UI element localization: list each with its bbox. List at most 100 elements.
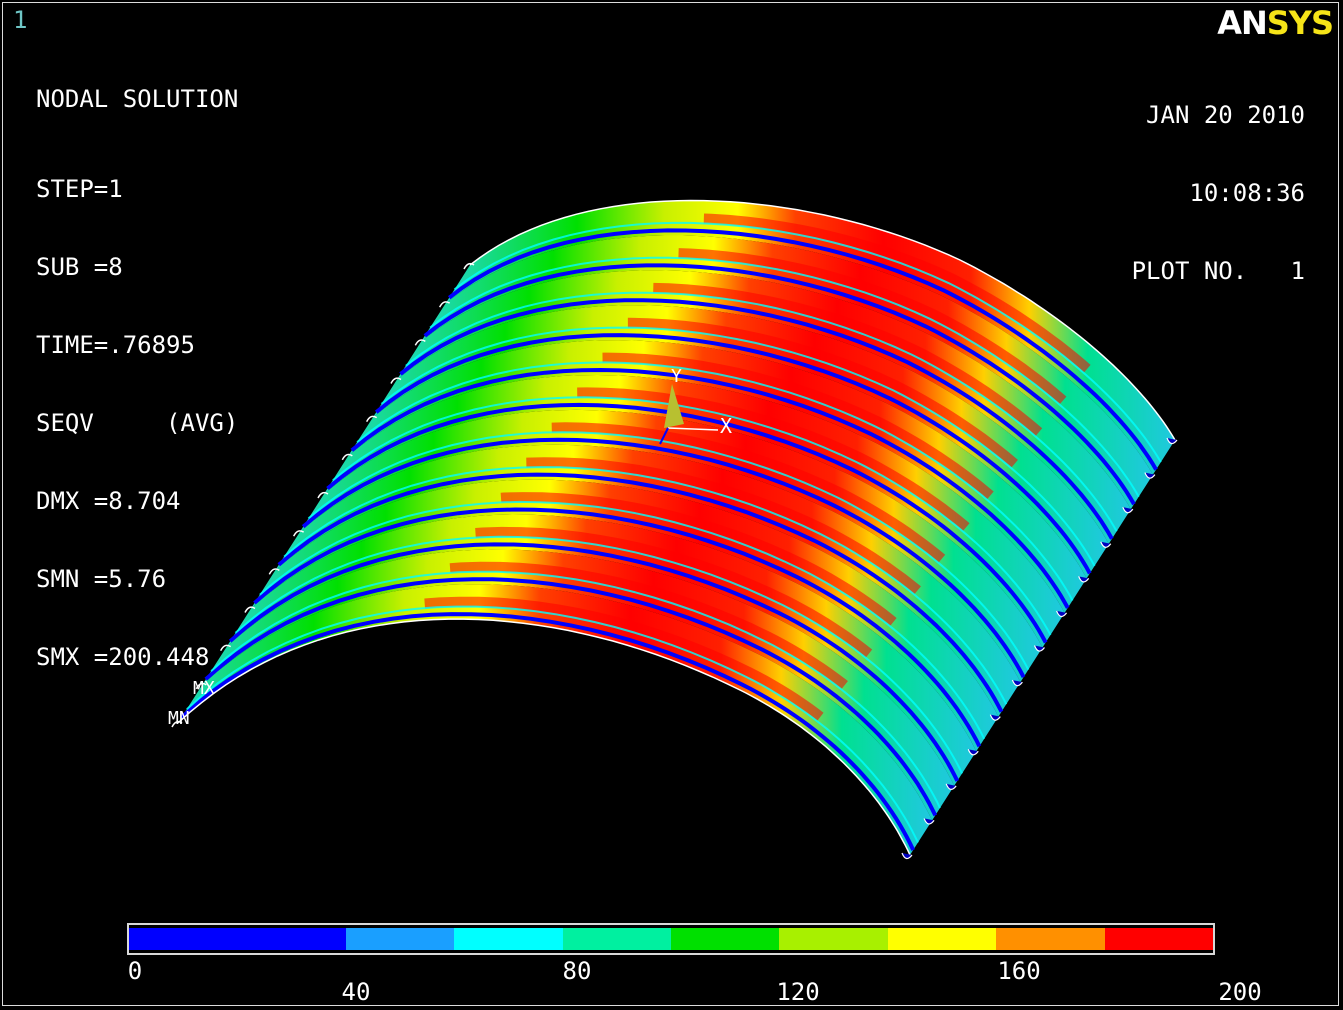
info-line-dmx: DMX =8.704 <box>36 487 181 515</box>
left-end-scallop <box>390 377 402 384</box>
right-end-scallop <box>967 749 979 756</box>
legend-swatch <box>454 928 563 950</box>
solution-info: NODAL SOLUTION STEP=1 SUB =8 TIME=.76895… <box>36 34 238 722</box>
stress-peak-stripe <box>430 247 1147 495</box>
left-end-scallop <box>171 720 183 728</box>
corrugation-band <box>348 340 1087 613</box>
stress-cyan-stripe <box>234 535 963 774</box>
stress-peak-stripe <box>333 387 1058 633</box>
solution-title: NODAL SOLUTION <box>36 85 239 113</box>
contour-legend-bar <box>127 923 1215 955</box>
plot-number: PLOT NO. 1 <box>1131 257 1305 285</box>
stress-cyan-stripe <box>186 605 919 843</box>
right-end-scallop <box>989 714 1001 721</box>
stress-peak-stripe <box>406 282 1125 529</box>
stress-peak-stripe <box>284 457 1014 702</box>
legend-swatch <box>779 928 888 950</box>
right-end-scallop <box>1033 645 1045 652</box>
left-end-scallop <box>438 301 451 308</box>
left-end-scallop <box>268 568 280 575</box>
corrugation-band <box>324 375 1065 648</box>
stress-low-stripe <box>374 333 1092 575</box>
stress-peak-stripe <box>259 492 992 737</box>
back-edge <box>469 199 1176 441</box>
front-edge <box>177 618 911 856</box>
info-line-time: TIME=.76895 <box>36 331 195 359</box>
legend-tick-label: 200 <box>1218 978 1262 1006</box>
left-end-scallop <box>292 530 305 537</box>
corrugation-band <box>275 444 1021 717</box>
arch-shell <box>171 199 1178 860</box>
stress-peak-stripe <box>381 317 1103 564</box>
triad-z-axis <box>659 427 669 445</box>
triad-x-axis <box>667 427 719 431</box>
info-line-seqv: SEQV (AVG) <box>36 409 239 437</box>
stress-cyan-stripe <box>307 431 1030 671</box>
stress-cyan-stripe <box>283 466 1008 705</box>
left-end-scallop <box>244 606 256 613</box>
corrugation-band <box>445 200 1175 475</box>
legend-swatch <box>129 928 346 950</box>
stress-low-stripe <box>301 437 1026 679</box>
corrugation-band <box>202 549 955 821</box>
stress-low-stripe <box>228 542 960 782</box>
legend-swatch <box>996 928 1105 950</box>
stress-peak-stripe <box>308 422 1036 668</box>
stress-peak-stripe <box>454 212 1169 460</box>
stress-cyan-stripe <box>259 500 986 740</box>
right-end-scallop <box>1056 610 1068 618</box>
left-end-scallop <box>365 415 378 423</box>
stress-cyan-stripe <box>356 361 1074 601</box>
right-end-scallop <box>923 818 935 825</box>
triad-y-axis <box>664 384 684 428</box>
legend-swatch <box>1104 928 1214 950</box>
corrugation-band <box>299 409 1043 683</box>
stress-cyan-stripe <box>380 326 1096 567</box>
legend-swatch <box>345 928 455 950</box>
min-marker: MN <box>168 708 190 729</box>
info-line-smx: SMX =200.448 <box>36 643 210 671</box>
left-end-scallop <box>414 339 426 346</box>
legend-swatch <box>671 928 780 950</box>
legend-tick-label: 0 <box>127 957 143 985</box>
stress-cyan-stripe <box>332 396 1052 636</box>
stress-low-stripe <box>253 507 982 748</box>
legend-tick-label: 120 <box>776 978 820 1006</box>
right-end-scallop <box>1078 576 1090 583</box>
legend-swatch <box>562 928 672 950</box>
left-end-scallop <box>463 262 475 270</box>
stress-peak-stripe <box>357 352 1080 599</box>
stress-low-stripe <box>180 612 916 851</box>
right-end-scallop <box>1166 437 1178 445</box>
left-end-scallop <box>317 491 329 499</box>
plot-timestamp: JAN 20 2010 10:08:36 PLOT NO. 1 <box>1132 50 1305 336</box>
left-end-scallop <box>219 644 232 652</box>
left-end-scallop <box>341 453 353 461</box>
right-end-scallop <box>1122 506 1134 514</box>
right-end-scallop <box>945 783 957 790</box>
corrugation-band <box>251 479 999 752</box>
legend-swatch <box>887 928 997 950</box>
right-end-scallop <box>1100 541 1112 548</box>
stress-low-stripe <box>204 577 938 817</box>
stress-low-stripe <box>423 263 1136 506</box>
ansys-logo: ANSYS <box>1217 4 1334 42</box>
right-end-scallop <box>1144 472 1156 479</box>
corrugation-band <box>226 514 977 786</box>
plot-time: 10:08:36 <box>1189 179 1305 207</box>
coordinate-triad: YX <box>659 366 732 445</box>
stress-low-stripe <box>399 298 1114 540</box>
stress-cyan-stripe <box>405 291 1118 532</box>
plot-date: JAN 20 2010 <box>1146 101 1305 129</box>
stress-low-stripe <box>277 472 1004 713</box>
stress-low-stripe <box>447 228 1158 471</box>
stress-peak-stripe <box>235 526 970 771</box>
stress-peak-stripe <box>186 596 926 840</box>
right-end-scallop <box>901 852 913 860</box>
stress-cyan-stripe <box>429 256 1140 498</box>
legend-tick-label: 160 <box>997 957 1041 985</box>
stress-low-stripe <box>350 367 1070 609</box>
info-line-smn: SMN =5.76 <box>36 565 167 593</box>
